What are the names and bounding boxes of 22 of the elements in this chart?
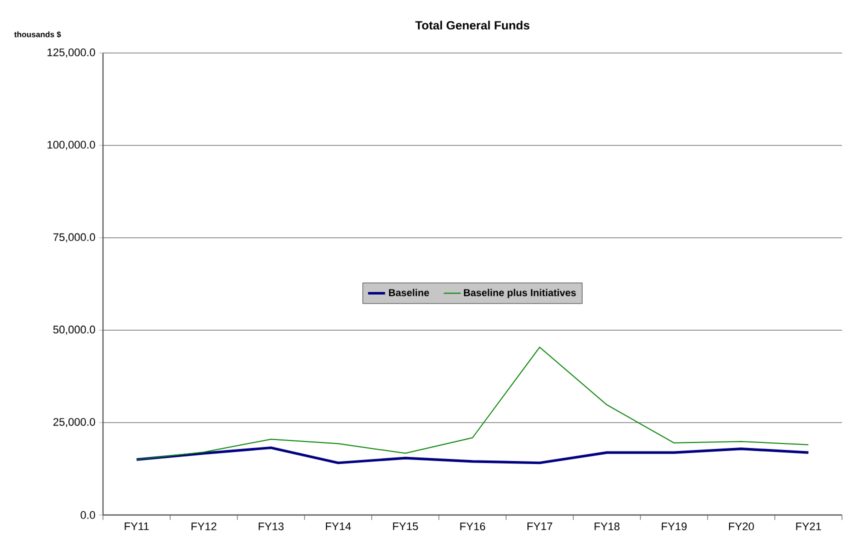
- x-tick-label: FY14: [326, 522, 351, 530]
- chart-title: Total General Funds: [415, 20, 530, 30]
- line-series: [135, 446, 810, 464]
- y-tick-label: 125,000.0: [48, 48, 96, 58]
- legend-label: Baseline: [389, 288, 430, 296]
- y-tick-label: 75,000.0: [53, 233, 96, 242]
- x-tick-label: FY18: [594, 522, 620, 530]
- legend-label: Baseline plus Initiatives: [464, 288, 576, 298]
- line-series: [136, 346, 809, 460]
- x-tick-label: FY17: [527, 522, 552, 530]
- x-tick-label: FY15: [393, 522, 418, 530]
- x-tick-label: FY12: [192, 522, 216, 530]
- y-tick-label: 100,000.0: [48, 140, 96, 150]
- x-tick-label: FY20: [729, 522, 754, 530]
- y-tick-label: 25,000.0: [53, 418, 96, 428]
- x-tick-label: FY13: [258, 522, 284, 530]
- x-tick-label: FY21: [796, 522, 821, 530]
- y-tick-label: 50,000.0: [53, 326, 96, 335]
- x-tick-label: FY19: [662, 522, 687, 530]
- x-tick-label: FY16: [460, 522, 486, 530]
- x-tick-label: FY11: [124, 522, 149, 530]
- y-tick-label: 0.0: [80, 511, 96, 519]
